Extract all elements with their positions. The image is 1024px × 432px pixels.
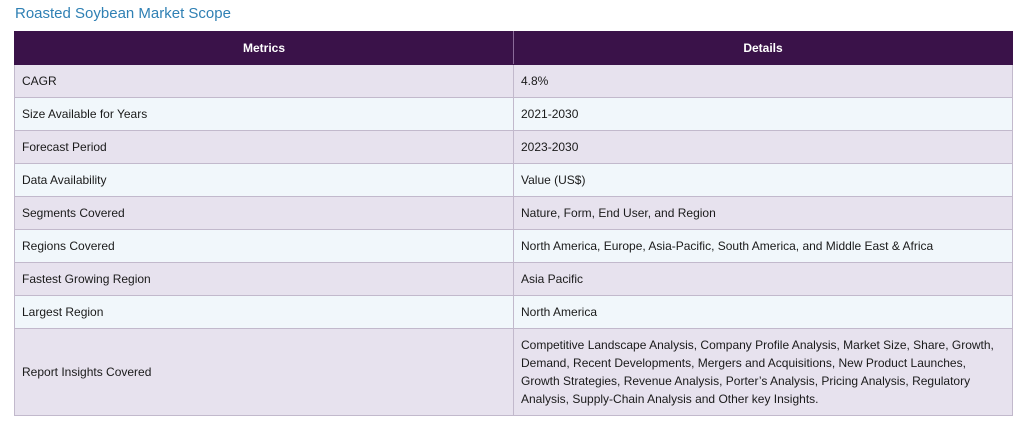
metric-cell: Size Available for Years (14, 97, 514, 131)
detail-cell: North America (513, 295, 1013, 329)
detail-cell: 2021-2030 (513, 97, 1013, 131)
table-row: Forecast Period 2023-2030 (14, 130, 1013, 164)
table-row: Largest Region North America (14, 295, 1013, 329)
metric-cell: Largest Region (14, 295, 514, 329)
table-header-row: Metrics Details (14, 31, 1013, 65)
column-header-metrics: Metrics (14, 31, 514, 65)
detail-cell: North America, Europe, Asia-Pacific, Sou… (513, 229, 1013, 263)
table-row: CAGR 4.8% (14, 64, 1013, 98)
table-row: Report Insights Covered Competitive Land… (14, 328, 1013, 416)
metric-cell: Forecast Period (14, 130, 514, 164)
metric-cell: Data Availability (14, 163, 514, 197)
detail-cell: Asia Pacific (513, 262, 1013, 296)
detail-cell: Value (US$) (513, 163, 1013, 197)
metric-cell: Regions Covered (14, 229, 514, 263)
detail-cell: 4.8% (513, 64, 1013, 98)
table-row: Segments Covered Nature, Form, End User,… (14, 196, 1013, 230)
table-row: Data Availability Value (US$) (14, 163, 1013, 197)
detail-cell: Nature, Form, End User, and Region (513, 196, 1013, 230)
metric-cell: CAGR (14, 64, 514, 98)
table-row: Regions Covered North America, Europe, A… (14, 229, 1013, 263)
market-scope-table: Metrics Details CAGR 4.8% Size Available… (14, 31, 1013, 416)
page-title: Roasted Soybean Market Scope (15, 5, 231, 22)
table-row: Size Available for Years 2021-2030 (14, 97, 1013, 131)
metric-cell: Fastest Growing Region (14, 262, 514, 296)
detail-cell: 2023-2030 (513, 130, 1013, 164)
column-header-details: Details (513, 31, 1013, 65)
table-row: Fastest Growing Region Asia Pacific (14, 262, 1013, 296)
detail-cell: Competitive Landscape Analysis, Company … (513, 328, 1013, 416)
metric-cell: Report Insights Covered (14, 328, 514, 416)
metric-cell: Segments Covered (14, 196, 514, 230)
